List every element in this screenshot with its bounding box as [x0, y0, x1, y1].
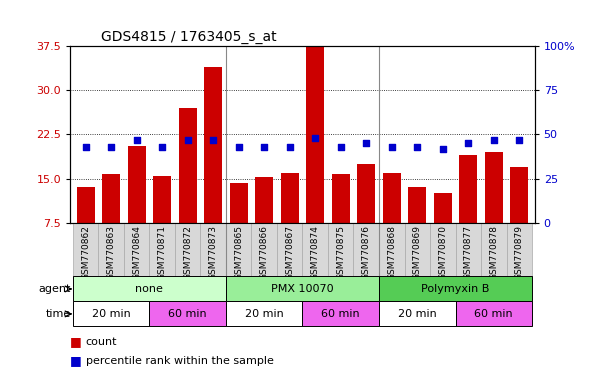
Text: GSM770875: GSM770875 [336, 225, 345, 280]
Bar [507, 223, 532, 276]
Bar [354, 223, 379, 276]
Text: GSM770871: GSM770871 [158, 225, 167, 280]
Text: GSM770878: GSM770878 [489, 225, 499, 280]
Point [106, 144, 116, 150]
Text: GSM770870: GSM770870 [438, 225, 447, 280]
Bar [128, 146, 145, 267]
Text: GSM770865: GSM770865 [234, 225, 243, 280]
Bar [226, 276, 379, 301]
Bar [459, 155, 477, 267]
Point [310, 135, 320, 141]
Bar [306, 46, 324, 267]
Point [234, 144, 244, 150]
Bar [430, 223, 456, 276]
Text: GSM770874: GSM770874 [311, 225, 320, 280]
Bar [281, 173, 299, 267]
Bar [332, 174, 349, 267]
Point [259, 144, 269, 150]
Text: GSM770864: GSM770864 [132, 225, 141, 280]
Point [157, 144, 167, 150]
Bar [408, 187, 426, 267]
Text: 60 min: 60 min [475, 309, 513, 319]
Bar [200, 223, 226, 276]
Point [132, 137, 142, 143]
Bar [178, 108, 197, 267]
Bar [434, 193, 452, 267]
Text: count: count [86, 337, 117, 347]
Bar [73, 276, 226, 301]
Text: GSM770862: GSM770862 [81, 225, 90, 280]
Text: percentile rank within the sample: percentile rank within the sample [86, 356, 273, 366]
Bar [230, 183, 247, 267]
Bar [456, 223, 481, 276]
Bar [204, 67, 222, 267]
Bar [277, 223, 302, 276]
Text: 60 min: 60 min [168, 309, 207, 319]
Bar [124, 223, 149, 276]
Bar [379, 301, 456, 326]
Text: GSM770873: GSM770873 [208, 225, 218, 280]
Bar [383, 173, 401, 267]
Text: GSM770863: GSM770863 [106, 225, 115, 280]
Text: GSM770877: GSM770877 [464, 225, 473, 280]
Bar [328, 223, 354, 276]
Bar [73, 301, 149, 326]
Point [81, 144, 90, 150]
Bar [255, 177, 273, 267]
Text: GSM770866: GSM770866 [260, 225, 269, 280]
Text: time: time [46, 309, 71, 319]
Text: GSM770867: GSM770867 [285, 225, 294, 280]
Text: GSM770879: GSM770879 [515, 225, 524, 280]
Bar [357, 164, 375, 267]
Bar [175, 223, 200, 276]
Point [336, 144, 346, 150]
Bar [302, 301, 379, 326]
Bar [485, 152, 503, 267]
Text: ■: ■ [70, 354, 82, 367]
Point [463, 140, 473, 146]
Point [514, 137, 524, 143]
Point [412, 144, 422, 150]
Bar [73, 223, 98, 276]
Bar [379, 276, 532, 301]
Bar [481, 223, 507, 276]
Bar [456, 301, 532, 326]
Bar [510, 167, 529, 267]
Text: PMX 10070: PMX 10070 [271, 284, 334, 294]
Text: ■: ■ [70, 335, 82, 348]
Bar [149, 301, 226, 326]
Bar [226, 301, 302, 326]
Point [438, 146, 448, 152]
Bar [302, 223, 328, 276]
Bar [404, 223, 430, 276]
Text: 60 min: 60 min [321, 309, 360, 319]
Text: GSM770872: GSM770872 [183, 225, 192, 280]
Bar [76, 187, 95, 267]
Text: agent: agent [38, 284, 71, 294]
Bar [251, 223, 277, 276]
Bar [102, 174, 120, 267]
Bar [153, 175, 171, 267]
Bar [226, 223, 251, 276]
Point [361, 140, 371, 146]
Point [387, 144, 397, 150]
Text: GSM770868: GSM770868 [387, 225, 397, 280]
Text: 20 min: 20 min [92, 309, 131, 319]
Text: 20 min: 20 min [245, 309, 284, 319]
Text: GDS4815 / 1763405_s_at: GDS4815 / 1763405_s_at [101, 30, 276, 44]
Text: Polymyxin B: Polymyxin B [422, 284, 490, 294]
Text: GSM770876: GSM770876 [362, 225, 371, 280]
Bar [379, 223, 404, 276]
Text: none: none [136, 284, 163, 294]
Bar [98, 223, 124, 276]
Bar [149, 223, 175, 276]
Point [208, 137, 218, 143]
Point [489, 137, 499, 143]
Text: 20 min: 20 min [398, 309, 437, 319]
Point [183, 137, 192, 143]
Point [285, 144, 295, 150]
Text: GSM770869: GSM770869 [413, 225, 422, 280]
